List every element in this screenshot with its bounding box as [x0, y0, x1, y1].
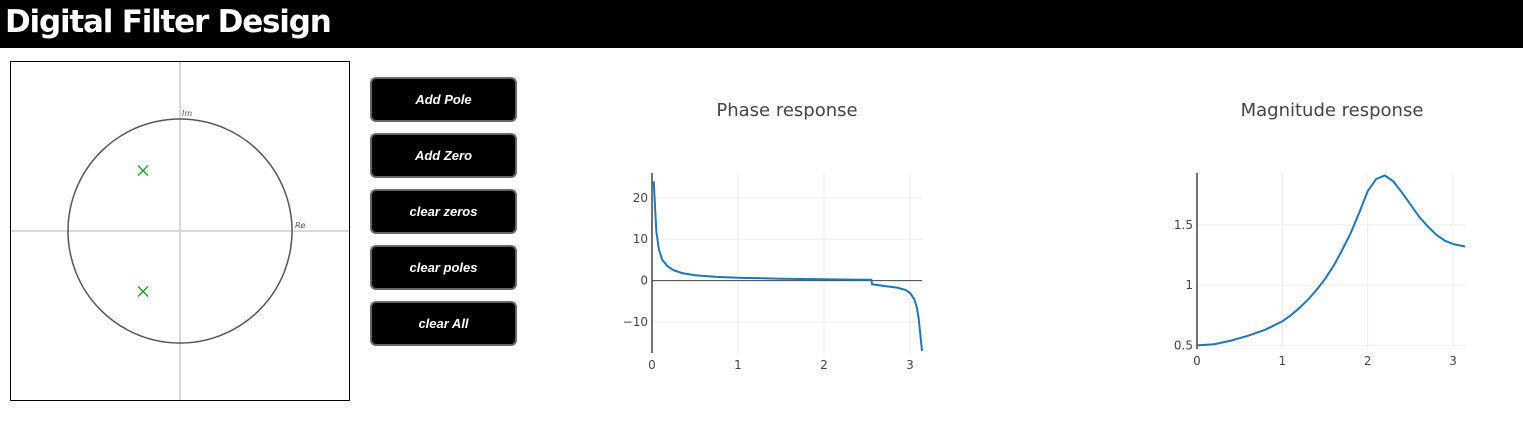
im-axis-label: Im: [182, 109, 192, 118]
x-tick-label: 3: [1449, 354, 1457, 368]
z-plane-plot[interactable]: Im Re: [11, 62, 349, 400]
magnitude-chart-svg[interactable]: 0 1 2 3 0.5 1 1.5: [1140, 90, 1480, 380]
unit-circle: [67, 118, 293, 344]
magnitude-chart-title: Magnitude response: [1240, 100, 1424, 121]
series-line: [1196, 174, 1466, 347]
app-header: Digital Filter Design: [0, 0, 1523, 48]
pole-zero-markers[interactable]: [137, 164, 149, 298]
x-tick-label: 3: [906, 358, 914, 372]
x-tick-label: 2: [1364, 354, 1372, 368]
magnitude-response-plot[interactable]: Magnitude response 0 1 2 3 0.5 1 1.5: [1140, 90, 1480, 380]
z-plane-canvas[interactable]: Im Re: [10, 61, 350, 401]
add-zero-button[interactable]: Add Zero: [370, 133, 517, 178]
phase-chart-svg[interactable]: 0 1 2 3 20 10 0 −10: [600, 90, 940, 380]
y-tick-label: 0: [640, 274, 648, 288]
y-tick-label: 20: [633, 191, 648, 205]
y-tick-label: 0.5: [1174, 338, 1193, 352]
page-title: Digital Filter Design: [5, 4, 332, 40]
phase-chart-title: Phase response: [716, 100, 858, 121]
x-tick-label: 2: [820, 358, 828, 372]
clear-zeros-button[interactable]: clear zeros: [370, 189, 517, 234]
x-tick-label: 0: [1193, 354, 1201, 368]
clear-poles-button[interactable]: clear poles: [370, 245, 517, 290]
y-tick-label: 1: [1185, 278, 1193, 292]
x-tick-label: 0: [648, 358, 656, 372]
x-tick-label: 1: [734, 358, 742, 372]
pole-marker[interactable]: [137, 164, 149, 177]
phase-response-plot[interactable]: Phase response 0 1 2 3 20 10 0 −10: [600, 90, 940, 380]
x-tick-label: 1: [1279, 354, 1287, 368]
add-pole-button[interactable]: Add Pole: [370, 77, 517, 122]
y-tick-label: 1.5: [1174, 218, 1193, 232]
re-axis-label: Re: [295, 221, 306, 230]
clear-all-button[interactable]: clear All: [370, 301, 517, 346]
series-line: [652, 181, 923, 352]
y-tick-label: 10: [633, 232, 648, 246]
y-tick-label: −10: [623, 315, 648, 329]
pole-marker[interactable]: [137, 285, 149, 298]
